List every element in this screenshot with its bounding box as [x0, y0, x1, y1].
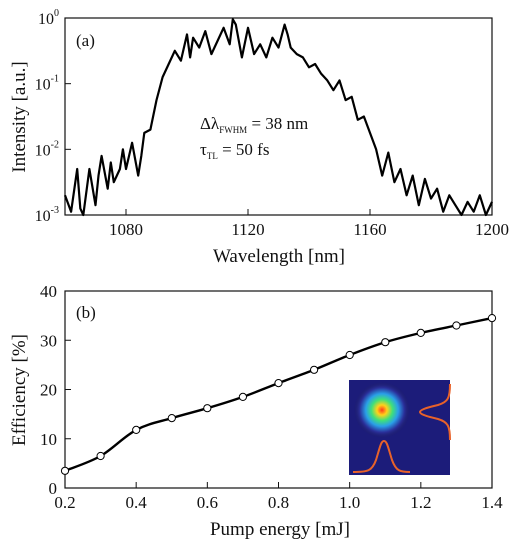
spectrum-x-tick-label: 1200 [475, 220, 509, 239]
spectrum-x-tick-label: 1080 [109, 220, 143, 239]
beam-vertical-profile [418, 383, 451, 441]
efficiency-data-point [167, 414, 176, 423]
spectrum-y-tick-label: 100 [38, 8, 59, 28]
efficiency-data-point [310, 365, 319, 374]
efficiency-data-point [487, 314, 497, 323]
efficiency-data-point [274, 379, 283, 388]
efficiency-y-tick-label: 20 [40, 381, 57, 400]
spectrum-panel-label: (a) [76, 31, 95, 50]
efficiency-y-tick-label: 40 [40, 282, 57, 301]
efficiency-x-tick-label: 1.0 [339, 493, 360, 512]
efficiency-data-point [416, 328, 425, 337]
efficiency-y-tick-label: 0 [49, 479, 58, 498]
beam-profile-inset [349, 380, 451, 475]
efficiency-x-tick-label: 0.8 [268, 493, 289, 512]
spectrum-bandwidth-annotation: ΔλFWHM = 38 nm [200, 114, 308, 135]
efficiency-data-point [203, 404, 212, 413]
spectrum-y-axis-label: Intensity [a.u.] [9, 61, 30, 172]
spectrum-panel: (a) 1080 1120 1160 1200 10-3 10-2 10-1 100 ΔλF… [9, 8, 509, 267]
spectrum-y-tick-label: 10-2 [35, 139, 59, 159]
efficiency-data-point [345, 350, 354, 360]
spectrum-series-line [63, 18, 493, 217]
spectrum-y-tick-label: 10-1 [35, 74, 59, 94]
efficiency-x-tick-label: 0.2 [54, 493, 75, 512]
spectrum-x-tick-label: 1160 [353, 220, 386, 239]
efficiency-data-point [96, 451, 105, 461]
spectrum-pulse-annotation: τTL = 50 fs [200, 140, 269, 161]
efficiency-data-point [452, 321, 461, 330]
efficiency-data-point [238, 392, 247, 401]
efficiency-y-tick-label: 10 [40, 430, 57, 449]
efficiency-data-point [132, 425, 141, 434]
beam-spot [354, 382, 410, 438]
efficiency-data-point [381, 338, 390, 347]
spectrum-x-tick-label: 1120 [231, 220, 264, 239]
efficiency-x-tick-label: 0.6 [197, 493, 218, 512]
efficiency-x-tick-label: 1.2 [410, 493, 431, 512]
beam-horizontal-profile [352, 439, 411, 473]
efficiency-y-tick-label: 30 [40, 331, 57, 350]
efficiency-x-tick-label: 1.4 [481, 493, 503, 512]
efficiency-x-axis-label: Pump energy [mJ] [210, 519, 350, 540]
efficiency-data-point [60, 466, 70, 475]
efficiency-y-axis-label: Efficiency [%] [9, 334, 30, 446]
efficiency-panel-label: (b) [76, 303, 96, 322]
spectrum-y-tick-label: 10-3 [35, 205, 59, 225]
efficiency-x-tick-label: 0.4 [126, 493, 148, 512]
spectrum-x-axis-label: Wavelength [nm] [213, 246, 345, 267]
spectrum-plot-frame [64, 17, 493, 216]
efficiency-panel: (b) 0.2 0.4 0.6 0.8 1.0 1.2 1.4 0 10 20 30 40 Pump… [9, 282, 503, 540]
